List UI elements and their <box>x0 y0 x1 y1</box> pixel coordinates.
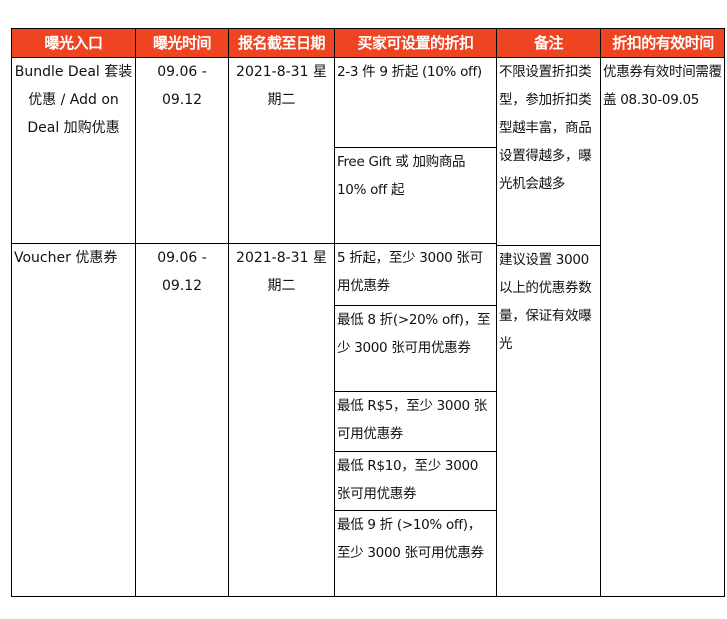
validity-cell: 优惠券有效时间需覆盖 08.30-09.05 <box>600 57 725 597</box>
row2-discount-5: 最低 9 折 (>10% off)，至少 3000 张可用优惠券 <box>334 510 496 597</box>
row1-discount-1: 2-3 件 9 折起 (10% off) <box>334 57 496 147</box>
header-exposure-entry: 曝光入口 <box>11 28 135 57</box>
header-exposure-time: 曝光时间 <box>135 28 228 57</box>
row2-period: 09.06 - 09.12 <box>135 243 228 597</box>
row1-deadline: 2021-8-31 星期二 <box>228 57 334 243</box>
row2-deadline: 2021-8-31 星期二 <box>228 243 334 597</box>
header-remark: 备注 <box>496 28 600 57</box>
row1-discount-2: Free Gift 或 加购商品 10% off 起 <box>334 147 496 243</box>
row2-discount-2: 最低 8 折(>20% off)，至少 3000 张可用优惠券 <box>334 305 496 391</box>
row1-entry: Bundle Deal 套装优惠 / Add on Deal 加购优惠 <box>11 57 135 243</box>
row1-period: 09.06 - 09.12 <box>135 57 228 243</box>
row2-discount-3: 最低 R$5，至少 3000 张可用优惠券 <box>334 391 496 451</box>
row2-discount-1: 5 折起，至少 3000 张可用优惠券 <box>334 243 496 305</box>
header-deadline: 报名截至日期 <box>228 28 334 57</box>
row2-discount-4: 最低 R$10，至少 3000 张可用优惠券 <box>334 451 496 510</box>
row2-entry: Voucher 优惠券 <box>11 243 135 597</box>
header-validity: 折扣的有效时间 <box>600 28 725 57</box>
row1-remark: 不限设置折扣类型，参加折扣类型越丰富，商品设置得越多，曝光机会越多 <box>496 57 600 245</box>
row2-remark: 建议设置 3000 以上的优惠券数量，保证有效曝光 <box>496 245 600 597</box>
header-discounts: 买家可设置的折扣 <box>334 28 496 57</box>
